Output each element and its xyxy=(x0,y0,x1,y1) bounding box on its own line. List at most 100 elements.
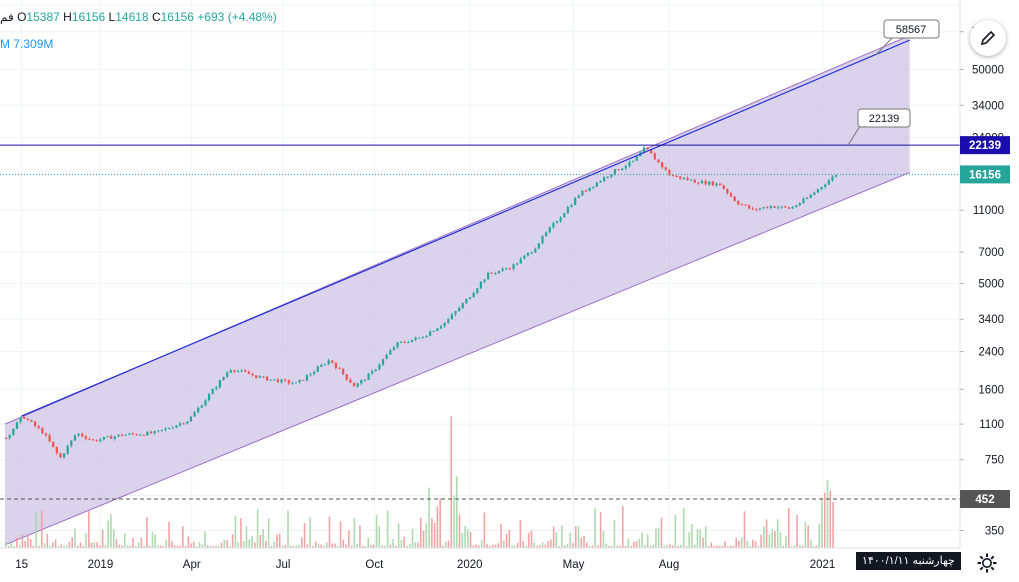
price-axis[interactable] xyxy=(960,0,1019,577)
candle xyxy=(102,436,106,440)
candle xyxy=(606,176,609,178)
candle xyxy=(758,208,762,210)
candle xyxy=(548,227,551,233)
volume-bar xyxy=(818,524,820,548)
x-tick-label: Aug xyxy=(659,559,679,571)
volume-bar xyxy=(190,543,192,548)
volume-bar xyxy=(112,529,115,548)
candle xyxy=(719,183,722,186)
volume-bar xyxy=(151,531,154,548)
volume-bar xyxy=(76,545,79,548)
volume-bar xyxy=(583,535,585,548)
candle xyxy=(418,337,421,339)
candle xyxy=(197,407,200,413)
volume-bar xyxy=(544,544,547,548)
volume-bar xyxy=(129,546,132,548)
volume-bar xyxy=(96,542,98,548)
volume-bar xyxy=(644,544,646,548)
candle xyxy=(642,147,646,153)
volume-bar xyxy=(237,542,239,548)
volume-bar xyxy=(433,522,436,548)
volume-bar xyxy=(414,542,417,548)
parallel-channel[interactable] xyxy=(5,35,910,545)
volume-bar xyxy=(763,526,765,548)
volume-bar xyxy=(821,497,823,548)
candle xyxy=(95,440,98,442)
channel-lower-line[interactable] xyxy=(4,171,910,546)
volume-bar xyxy=(796,514,798,548)
candle xyxy=(226,372,229,377)
volume-bar xyxy=(370,545,372,548)
volume-bar xyxy=(497,543,500,548)
volume-bar xyxy=(608,545,610,548)
candle xyxy=(526,252,530,256)
volume-bar xyxy=(209,545,212,548)
volume-bar xyxy=(447,540,450,548)
candle xyxy=(233,370,236,372)
volume-bar xyxy=(655,528,657,548)
candle xyxy=(773,206,776,208)
candle xyxy=(120,434,124,436)
volume-bar xyxy=(458,514,461,548)
volume-bar xyxy=(779,531,782,548)
candle xyxy=(193,412,196,417)
y-tick-label: 1600 xyxy=(978,384,1004,396)
candle xyxy=(342,368,345,375)
volume-bar xyxy=(649,545,652,548)
volume-bar xyxy=(746,540,749,548)
volume-bar xyxy=(682,507,685,548)
volume-bar xyxy=(215,545,217,548)
volume-bar xyxy=(173,545,176,548)
gear-icon[interactable] xyxy=(975,551,999,575)
volume-bar xyxy=(140,537,143,548)
volume-bar xyxy=(823,492,826,548)
volume-label: M xyxy=(0,37,10,51)
volume-bar xyxy=(104,545,107,548)
close-label: C xyxy=(151,10,161,24)
candle xyxy=(751,208,754,210)
candle xyxy=(12,428,15,435)
volume-bar xyxy=(826,480,829,548)
candle xyxy=(84,436,87,439)
candle xyxy=(545,232,548,237)
candle xyxy=(349,379,352,383)
volume-bar xyxy=(707,545,710,548)
drawing-tool-button[interactable] xyxy=(970,20,1006,56)
volume-bar xyxy=(287,510,289,548)
candle xyxy=(73,435,77,441)
volume-bar xyxy=(392,539,394,548)
trend-line[interactable] xyxy=(21,39,910,417)
candle xyxy=(262,376,265,378)
candle xyxy=(784,206,787,208)
candle xyxy=(552,222,555,228)
volume-bar xyxy=(619,545,621,548)
volume-bar xyxy=(660,517,663,548)
volume-bar xyxy=(749,545,751,548)
volume-bar xyxy=(403,536,405,548)
volume-bar xyxy=(381,545,383,548)
volume-bar xyxy=(234,516,237,548)
volume-bar xyxy=(195,546,198,548)
volume-bar xyxy=(115,539,118,548)
volume-bar xyxy=(533,542,536,548)
candle xyxy=(128,433,131,435)
candle xyxy=(505,268,508,270)
candle xyxy=(160,429,164,431)
candle xyxy=(367,373,370,380)
volume-bar xyxy=(43,543,46,548)
candle xyxy=(414,337,417,340)
volume-bar xyxy=(771,529,773,548)
volume-bar xyxy=(331,543,334,548)
candle xyxy=(117,434,120,437)
volume-bar xyxy=(776,519,779,548)
volume-bar xyxy=(21,534,24,548)
candle xyxy=(726,188,729,194)
candle xyxy=(780,206,783,208)
volume-bar xyxy=(325,542,328,548)
volume-bar xyxy=(516,542,519,548)
volume-bar xyxy=(201,544,204,548)
candle xyxy=(178,423,182,426)
volume-bar xyxy=(165,539,168,548)
